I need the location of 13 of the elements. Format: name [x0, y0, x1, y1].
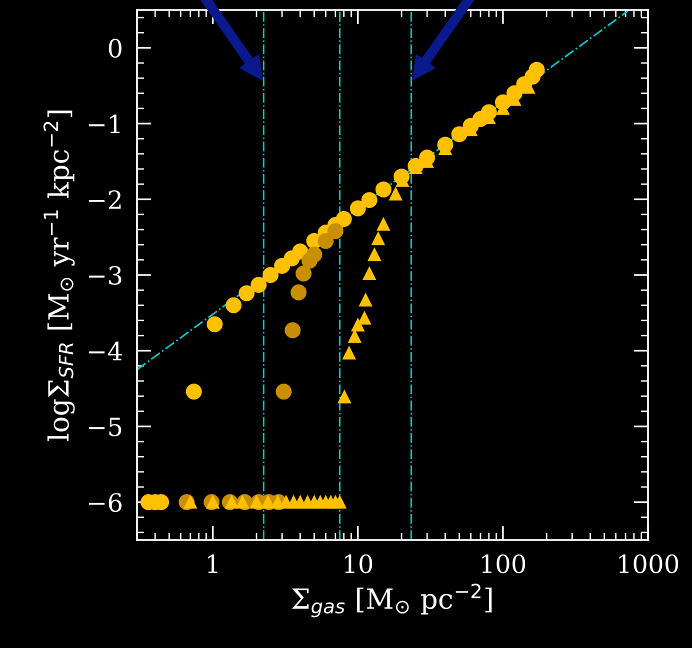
y-tick-label: −3 [88, 266, 122, 285]
y-tick-label: −6 [88, 493, 122, 512]
x-tick-label: 10 [345, 554, 372, 574]
y-tick-label: −1 [88, 114, 120, 134]
x-axis-title: Σ$_{gas}$ [M$_{⊙}$ pc$^{−2}$] [292, 584, 492, 618]
y-tick-label: −4 [88, 342, 122, 360]
text: logΣ$_{SFR}$ [M$_{⊙}$ yr$^{−1}$ kpc$^{−2}$] [43, 110, 75, 442]
y-tick-label: 0 [108, 38, 122, 58]
y-tick-label: −5 [88, 418, 122, 436]
x-tick-label: 100 [482, 554, 526, 574]
x-tick-label: 1 [208, 554, 218, 573]
y-tick-label: −2 [88, 190, 121, 209]
x-tick-label: 1000 [619, 554, 678, 574]
